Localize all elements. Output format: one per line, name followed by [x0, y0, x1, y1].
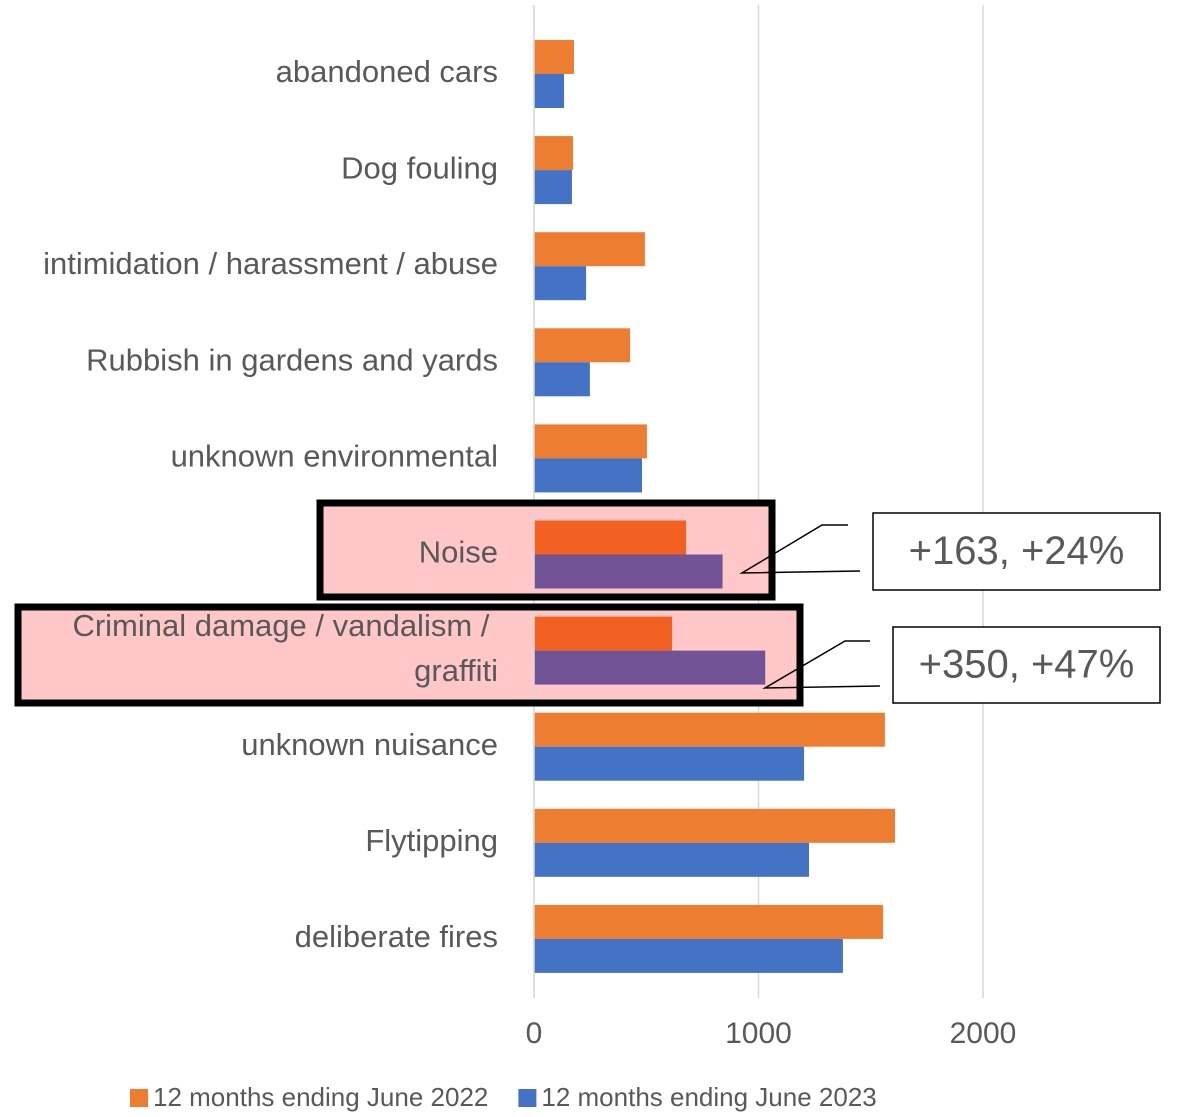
callout-box — [872, 512, 1161, 591]
callout-text: +350, +47% — [919, 643, 1135, 687]
callout-text: +163, +24% — [909, 529, 1125, 573]
y-tick-label: Dog fouling — [341, 150, 498, 185]
callout-line — [739, 524, 861, 574]
y-tick-label: Noise — [419, 535, 498, 570]
y-tick-label: abandoned cars — [276, 54, 498, 89]
y-tick-label: Rubbish in gardens and yards — [86, 342, 498, 377]
bar — [534, 938, 843, 973]
legend-swatch — [518, 1089, 537, 1107]
legend-label: 12 months ending June 2023 — [541, 1082, 876, 1112]
bar — [534, 520, 686, 555]
legend-label: 12 months ending June 2022 — [153, 1082, 488, 1112]
bar — [534, 650, 766, 685]
x-tick-label: 2000 — [950, 1017, 1017, 1050]
bar — [534, 74, 565, 108]
bar — [534, 808, 895, 843]
bar — [534, 266, 587, 301]
bar — [534, 40, 574, 74]
bar — [534, 458, 642, 493]
bar — [534, 232, 645, 267]
highlight-border — [316, 499, 776, 601]
x-tick-label: 0 — [526, 1017, 543, 1050]
bar — [534, 842, 810, 877]
highlight-border — [14, 603, 804, 707]
bar — [534, 424, 647, 459]
legend-swatch — [130, 1089, 148, 1107]
y-tick-label: intimidation / harassment / abuse — [43, 246, 498, 281]
bar — [534, 904, 884, 939]
y-tick-label: deliberate fires — [295, 919, 498, 954]
callout-line — [762, 640, 881, 689]
bar — [534, 136, 574, 171]
bar — [534, 170, 572, 205]
bar — [534, 616, 673, 651]
bar — [534, 328, 631, 363]
y-tick-label: unknown environmental — [171, 439, 498, 474]
y-tick-label: Criminal damage / vandalism / graffiti — [72, 608, 498, 688]
y-tick-label: unknown nuisance — [241, 727, 498, 762]
bar — [534, 362, 590, 397]
bar — [534, 712, 885, 747]
bar — [534, 554, 723, 589]
y-tick-label: Flytipping — [365, 823, 498, 858]
callout-box — [892, 626, 1161, 704]
bar — [534, 746, 805, 781]
x-tick-label: 1000 — [725, 1017, 792, 1050]
